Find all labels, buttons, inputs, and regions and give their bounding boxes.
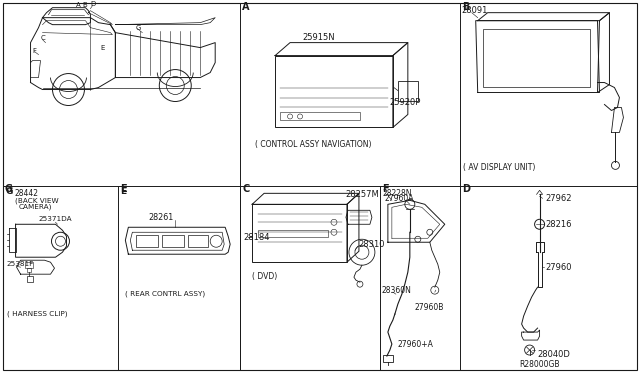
Bar <box>258 230 328 237</box>
Text: A: A <box>242 2 250 12</box>
Text: 27960: 27960 <box>545 263 572 272</box>
Text: 25920P: 25920P <box>390 98 421 107</box>
Text: E: E <box>100 45 105 51</box>
Bar <box>483 29 591 87</box>
Text: 28310: 28310 <box>358 240 385 249</box>
Bar <box>280 112 360 121</box>
Text: G: G <box>135 25 141 31</box>
Bar <box>188 235 208 247</box>
Text: 28091: 28091 <box>461 6 488 15</box>
Text: 28360N: 28360N <box>382 286 412 295</box>
Text: 28184: 28184 <box>243 233 269 242</box>
Text: C: C <box>242 185 250 194</box>
Text: A: A <box>76 2 80 8</box>
Bar <box>383 355 393 362</box>
Bar <box>136 235 158 247</box>
Text: E: E <box>120 187 127 196</box>
Text: G: G <box>6 187 13 196</box>
Bar <box>26 268 31 272</box>
Text: C: C <box>40 35 45 41</box>
Text: (BACK VIEW: (BACK VIEW <box>15 197 58 203</box>
Bar <box>26 276 33 282</box>
Text: B: B <box>83 2 87 8</box>
Bar <box>398 81 418 100</box>
Text: ( DVD): ( DVD) <box>252 272 277 281</box>
Text: 28442: 28442 <box>15 189 38 198</box>
Text: E: E <box>120 185 127 194</box>
Text: ( REAR CONTRL ASSY): ( REAR CONTRL ASSY) <box>125 291 205 297</box>
Text: 25381F: 25381F <box>6 261 34 267</box>
Text: B: B <box>461 2 469 12</box>
Text: CAMERA): CAMERA) <box>19 203 52 209</box>
Text: 27960A: 27960A <box>385 194 414 203</box>
Bar <box>24 262 33 268</box>
Text: R28000GB: R28000GB <box>519 359 560 369</box>
Text: 28216: 28216 <box>545 220 572 229</box>
Text: G: G <box>4 185 13 194</box>
Text: 25371DA: 25371DA <box>38 216 72 222</box>
Bar <box>163 235 184 247</box>
Text: ( HARNESS CLIP): ( HARNESS CLIP) <box>6 311 67 317</box>
Text: F: F <box>382 185 388 194</box>
Text: 25915N: 25915N <box>302 33 335 42</box>
Text: 28257M: 28257M <box>345 190 379 199</box>
Bar <box>252 204 347 262</box>
Text: 28228N: 28228N <box>383 189 412 198</box>
Text: 28261: 28261 <box>148 213 173 222</box>
Text: F: F <box>33 48 36 54</box>
Text: ( CONTROL ASSY NAVIGATION): ( CONTROL ASSY NAVIGATION) <box>255 140 372 149</box>
Text: 28040D: 28040D <box>538 350 570 359</box>
Text: ( AV DISPLAY UNIT): ( AV DISPLAY UNIT) <box>463 163 535 172</box>
Text: 27960B: 27960B <box>415 302 444 312</box>
Text: D: D <box>461 185 470 194</box>
Bar <box>275 55 393 128</box>
Text: 27960+A: 27960+A <box>398 340 434 349</box>
Text: 27962: 27962 <box>545 194 572 203</box>
Text: D: D <box>90 1 95 7</box>
